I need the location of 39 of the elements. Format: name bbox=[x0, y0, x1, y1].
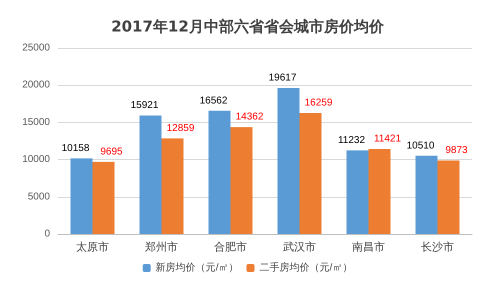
data-label: 9873 bbox=[445, 145, 468, 156]
data-label: 16562 bbox=[200, 95, 228, 106]
data-label: 10158 bbox=[62, 142, 90, 154]
x-tick-label: 南昌市 bbox=[352, 240, 385, 254]
bar bbox=[70, 158, 92, 234]
bar bbox=[300, 113, 322, 234]
legend-label: 新房均价（元/㎡） bbox=[156, 262, 239, 274]
bar bbox=[368, 149, 390, 234]
x-tick-label: 合肥市 bbox=[214, 240, 247, 254]
y-tick-label: 10000 bbox=[22, 154, 50, 166]
data-label: 15921 bbox=[130, 100, 159, 112]
bar bbox=[208, 110, 230, 234]
bar bbox=[278, 88, 300, 234]
chart-title: 2017年12月中部六省省会城市房价均价 bbox=[111, 18, 385, 36]
y-tick-label: 25000 bbox=[22, 42, 50, 54]
data-label: 19617 bbox=[268, 72, 297, 84]
data-label: 9695 bbox=[100, 146, 124, 158]
data-label: 11421 bbox=[374, 134, 402, 145]
data-label: 11232 bbox=[338, 134, 366, 146]
legend-label: 二手房均价（元/㎡） bbox=[260, 262, 352, 274]
y-tick-label: 0 bbox=[44, 228, 50, 240]
bar bbox=[346, 150, 368, 234]
data-label: 16259 bbox=[304, 98, 333, 109]
bar bbox=[92, 162, 114, 234]
data-label: 10510 bbox=[406, 140, 435, 152]
bar bbox=[416, 156, 438, 234]
bar bbox=[230, 127, 252, 234]
y-tick-label: 15000 bbox=[22, 116, 50, 128]
bar bbox=[438, 160, 460, 234]
data-label: 14362 bbox=[236, 112, 264, 123]
bar bbox=[162, 138, 184, 234]
y-tick-label: 20000 bbox=[22, 80, 50, 91]
data-label: 12859 bbox=[166, 122, 195, 134]
x-tick-label: 长沙市 bbox=[421, 240, 454, 254]
bar bbox=[140, 116, 162, 234]
x-tick-label: 太原市 bbox=[76, 240, 109, 254]
y-tick-label: 5000 bbox=[28, 191, 50, 202]
x-tick-label: 郑州市 bbox=[145, 240, 178, 254]
x-tick-label: 武汉市 bbox=[283, 240, 316, 254]
